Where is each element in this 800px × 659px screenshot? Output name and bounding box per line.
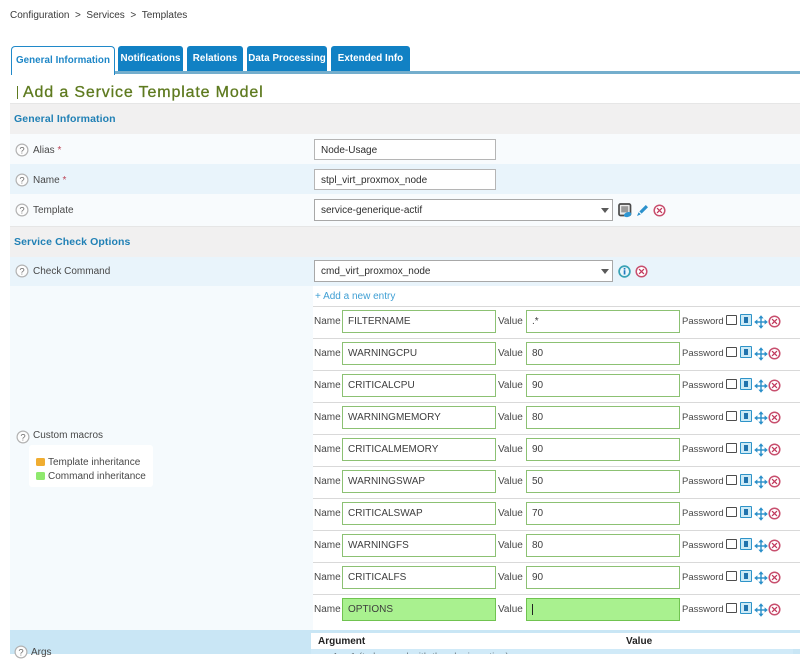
svg-text:?: ? bbox=[20, 432, 25, 443]
svg-text:?: ? bbox=[19, 175, 24, 186]
svg-text:?: ? bbox=[19, 145, 24, 156]
svg-text:?: ? bbox=[19, 205, 24, 216]
svg-text:?: ? bbox=[18, 647, 23, 658]
svg-text:?: ? bbox=[19, 266, 24, 277]
